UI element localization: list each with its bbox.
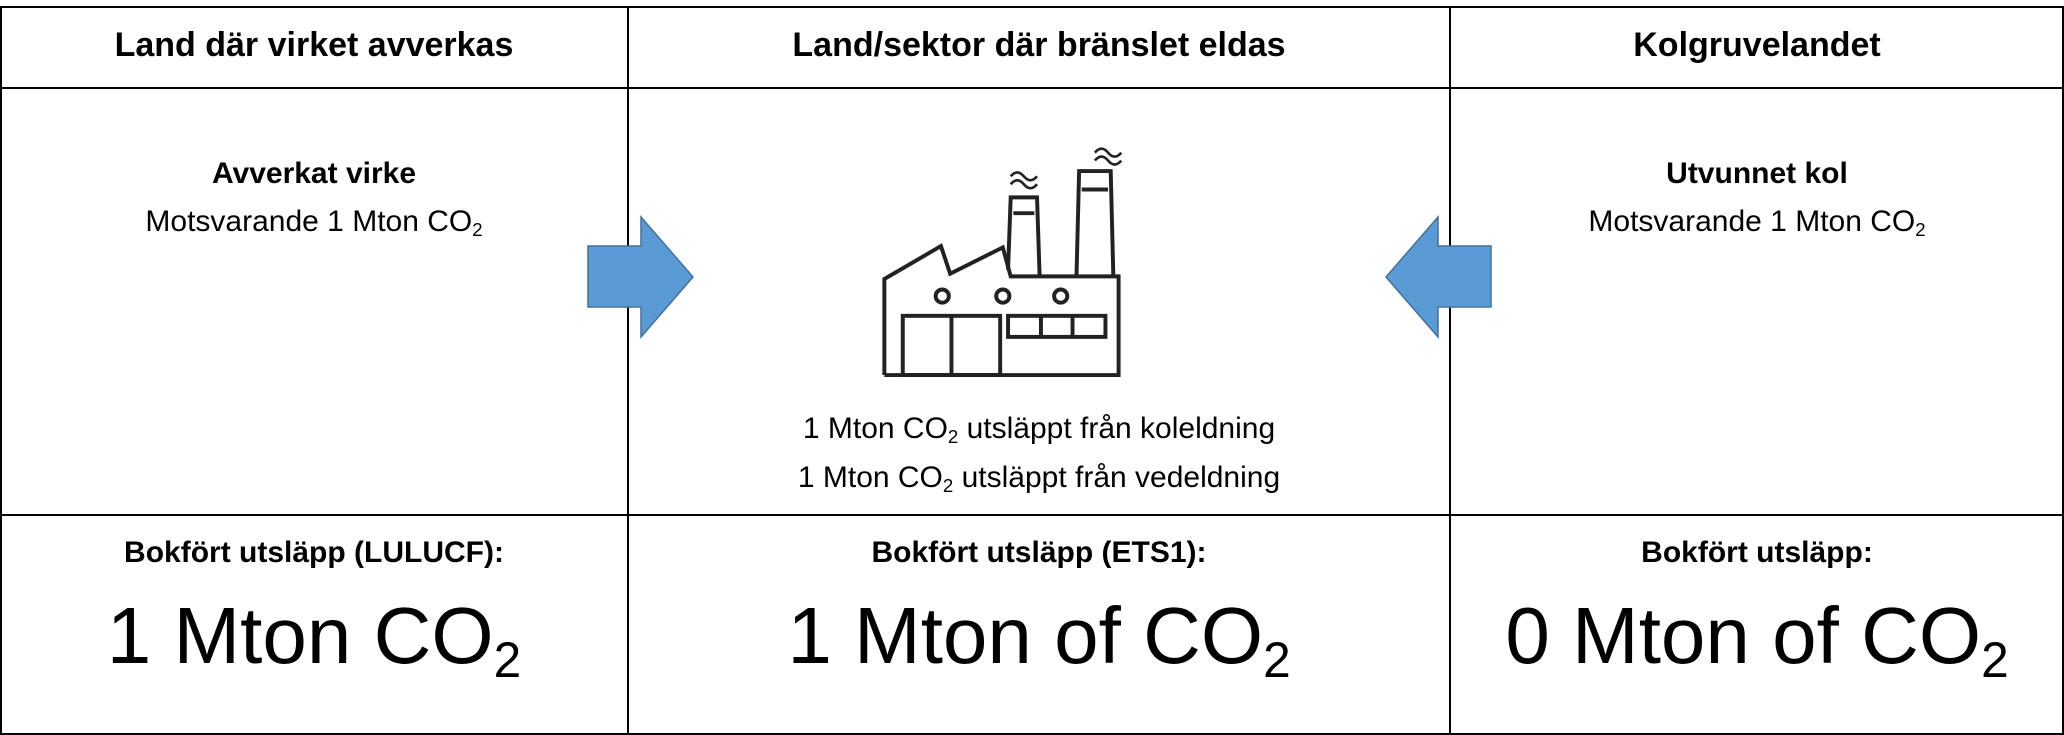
text: utsläppt från koleldning [958, 412, 1276, 445]
source-text: Motsvarande 1 Mton CO2 [0, 205, 628, 239]
booked-label: Bokfört utsläpp (LULUCF): [124, 536, 504, 569]
text: 0 Mton of CO [1505, 591, 1982, 680]
column-header: Land/sektor där bränslet eldas [792, 26, 1286, 64]
column-header: Kolgruvelandet [1633, 26, 1881, 64]
text: 1 Mton CO [106, 591, 494, 680]
text: Motsvarande 1 Mton CO [145, 205, 473, 238]
booked-label: Bokfört utsläpp (ETS1): [871, 536, 1207, 569]
arrow-left [1385, 214, 1492, 340]
text: 1 Mton CO [797, 461, 943, 494]
source-title: Avverkat virke [211, 157, 417, 190]
emission-line: 1 Mton CO2 utsläppt från vedeldning [628, 461, 1450, 495]
text: 2 [1263, 631, 1291, 688]
text: 2 [1915, 219, 1926, 241]
factory-icon [882, 147, 1123, 378]
text: utsläppt från vedeldning [953, 461, 1281, 494]
text: 2 [472, 219, 483, 241]
text: 2 [947, 426, 959, 448]
booked-value: 1 Mton CO2 [0, 590, 628, 685]
booked-label: Bokfört utsläpp: [1641, 536, 1873, 569]
source-text: Motsvarande 1 Mton CO2 [1450, 205, 2064, 239]
column-header: Land där virket avverkas [114, 26, 514, 64]
text: 2 [1981, 631, 2009, 688]
booked-value: 0 Mton of CO2 [1450, 590, 2064, 685]
text: 2 [493, 631, 522, 688]
emission-line: 1 Mton CO2 utsläppt från koleldning [628, 412, 1450, 446]
text: 2 [942, 475, 954, 497]
arrow-right [587, 214, 694, 340]
booked-value: 1 Mton of CO2 [628, 590, 1450, 685]
text: Motsvarande 1 Mton CO [1588, 205, 1916, 238]
text: 1 Mton of CO [787, 591, 1264, 680]
text: 1 Mton CO [802, 412, 948, 445]
source-title: Utvunnet kol [1666, 157, 1848, 190]
border [0, 6, 2064, 735]
